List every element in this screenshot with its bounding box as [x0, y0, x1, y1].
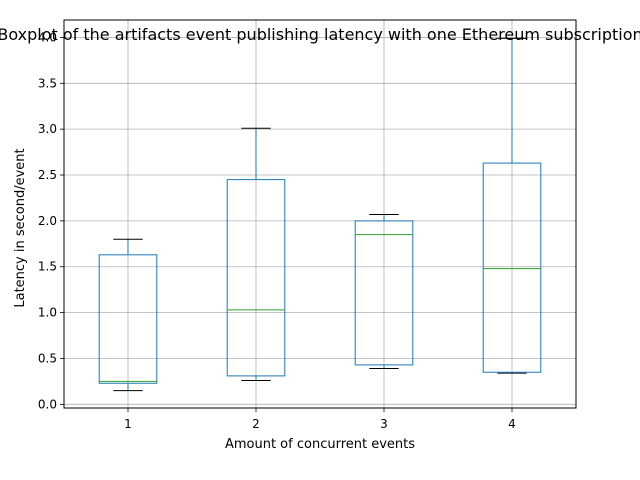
y-tick-label: 3.5: [38, 76, 57, 90]
iqr-box: [98, 254, 158, 384]
box-group-2: [226, 127, 286, 381]
x-axis-label: Amount of concurrent events: [225, 437, 415, 452]
y-tick-label: 1.5: [38, 260, 57, 274]
box-group-3: [354, 213, 414, 370]
grid-lines: [64, 20, 576, 408]
y-tick-label: 2.0: [38, 214, 57, 228]
y-axis-ticks: 0.0 0.5 1.0 1.5 2.0 2.5 3.0 3.5 4.0: [38, 30, 64, 411]
x-axis-ticks: 1 2 3 4: [124, 408, 516, 431]
y-tick-label: 3.0: [38, 122, 57, 136]
plot-frame: [63, 19, 577, 409]
x-tick-label: 4: [508, 417, 516, 431]
x-tick-label: 3: [380, 417, 388, 431]
y-tick-label: 0.5: [38, 351, 57, 365]
iqr-box: [482, 162, 542, 373]
y-tick-label: 4.0: [38, 30, 57, 44]
y-tick-label: 0.0: [38, 397, 57, 411]
y-tick-label: 2.5: [38, 168, 57, 182]
iqr-box: [226, 179, 286, 377]
y-axis-label: Latency in second/event: [13, 148, 28, 307]
box-group-4: [482, 37, 542, 374]
x-tick-label: 2: [252, 417, 260, 431]
x-tick-label: 1: [124, 417, 132, 431]
chart-title: Boxplot of the artifacts event publishin…: [0, 25, 640, 44]
box-group-1: [98, 238, 158, 392]
boxes-layer: [98, 37, 542, 392]
y-tick-label: 1.0: [38, 306, 57, 320]
iqr-box: [354, 220, 414, 366]
